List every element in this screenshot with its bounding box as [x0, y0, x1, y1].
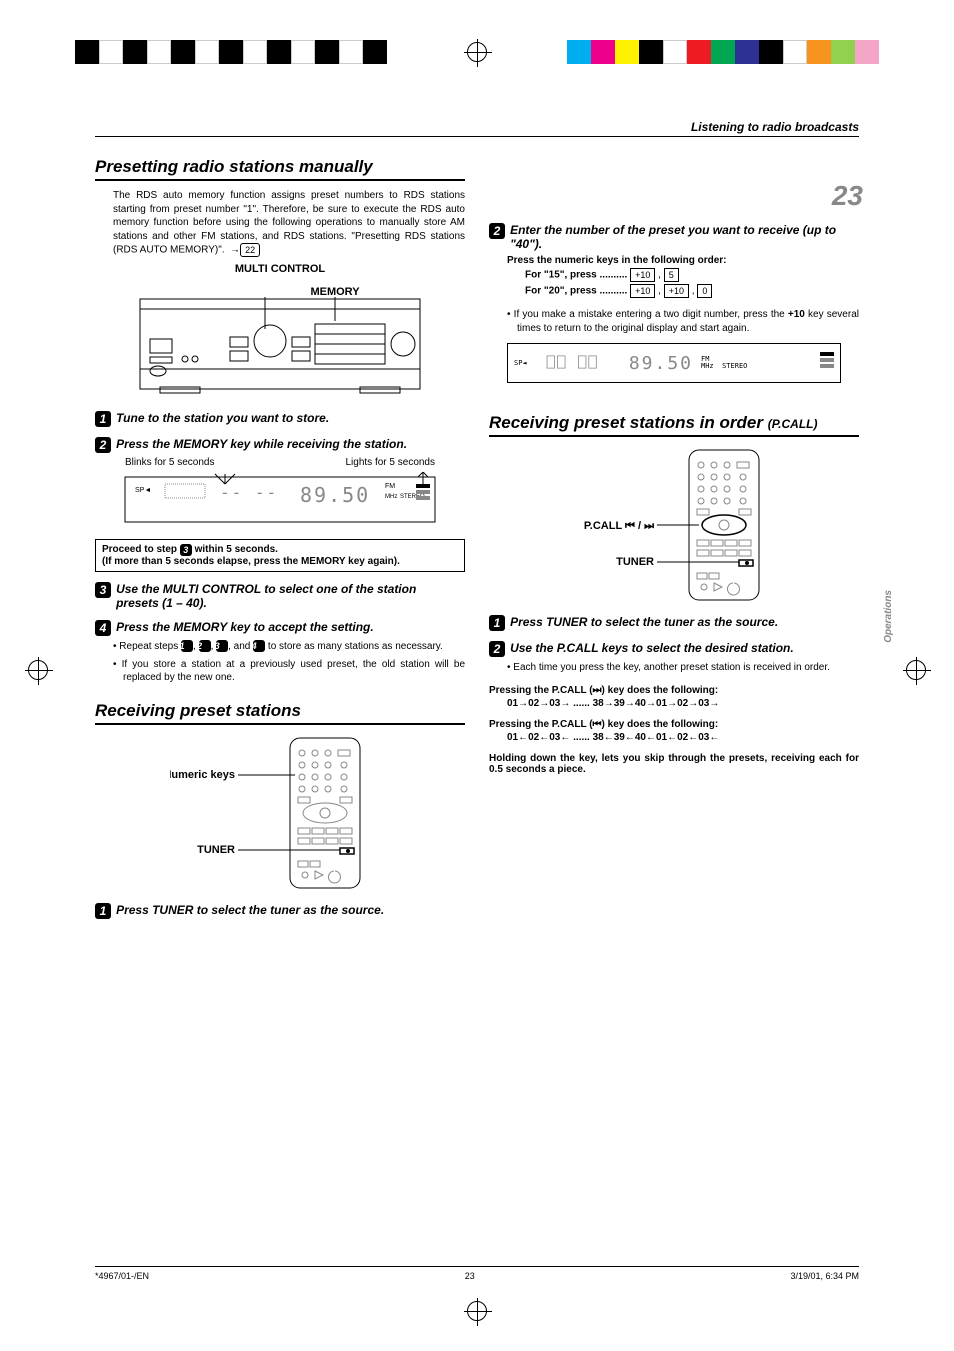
- right-column: 2 Enter the number of the preset you wan…: [489, 157, 859, 923]
- receiver-illustration: MEMORY: [130, 279, 430, 399]
- pcall-subtitle: (P.CALL): [768, 417, 818, 431]
- crop-blocks-right: [567, 40, 879, 64]
- note-line1: Proceed to step 3 within 5 seconds.: [102, 544, 458, 556]
- step-3-badge: 3: [95, 582, 111, 598]
- bullet-replace: If you store a station at a previously u…: [95, 658, 465, 685]
- svg-text:TUNER: TUNER: [197, 844, 235, 856]
- caption-lights: Lights for 5 seconds: [346, 457, 436, 468]
- key-5: 5: [664, 268, 679, 282]
- caption-blinks: Blinks for 5 seconds: [125, 457, 215, 468]
- pcall-step-2-text: Use the P.CALL keys to select the desire…: [510, 641, 850, 655]
- svg-text:MHz: MHz: [385, 494, 397, 500]
- display-units: MHz: [701, 362, 714, 370]
- pcall-step-2-badge: 2: [489, 641, 505, 657]
- page-content: Listening to radio broadcasts 23 Operati…: [95, 120, 859, 923]
- intro-text: The RDS auto memory function assigns pre…: [113, 190, 465, 256]
- section-presetting-title: Presetting radio stations manually: [95, 157, 465, 181]
- svg-text:89.50: 89.50: [300, 483, 370, 507]
- press-numeric-label: Press the numeric keys in the following …: [489, 255, 859, 266]
- step-4-text: Press the MEMORY key to accept the setti…: [116, 620, 456, 634]
- section-receiving-title: Receiving preset stations: [95, 701, 465, 725]
- svg-text:MEMORY: MEMORY: [310, 286, 360, 298]
- intro-paragraph: The RDS auto memory function assigns pre…: [95, 189, 465, 257]
- rcv-step-2-text: Enter the number of the preset you want …: [510, 223, 850, 251]
- step-2-badge: 2: [95, 437, 111, 453]
- svg-text:P.CALL ⏮ / ⏭: P.CALL ⏮ / ⏭: [584, 520, 654, 532]
- pcall-title-text: Receiving preset stations in order: [489, 413, 763, 432]
- svg-text:SP◄: SP◄: [135, 487, 151, 494]
- key-0: 0: [697, 284, 712, 298]
- display-freq: 89.50: [629, 353, 693, 374]
- hold-text: Holding down the key, lets you skip thro…: [489, 753, 859, 775]
- crop-marks: [0, 40, 954, 64]
- page-footer: *4967/01-/EN 23 3/19/01, 6:34 PM: [95, 1266, 859, 1281]
- left-column: Presetting radio stations manually The R…: [95, 157, 465, 923]
- page-header: Listening to radio broadcasts: [95, 120, 859, 137]
- crop-blocks-left: [75, 40, 387, 64]
- fwd-title: Pressing the P.CALL (⏭) key does the fol…: [489, 685, 859, 696]
- display-illustration-1: SP◄ -- -- 89.50 FM MHz STEREO: [120, 472, 440, 527]
- svg-text:Numeric keys: Numeric keys: [170, 769, 235, 781]
- for-15-text: For "15", press ..........: [525, 270, 627, 281]
- display-stereo: STEREO: [722, 362, 747, 370]
- section-pcall-title: Receiving preset stations in order (P.CA…: [489, 413, 859, 437]
- for-20-text: For "20", press ..........: [525, 286, 627, 297]
- svg-text:TUNER: TUNER: [616, 556, 654, 568]
- step-3-text: Use the MULTI CONTROL to select one of t…: [116, 582, 456, 610]
- bullet-repeat: Repeat steps 1, 2, 3, and 4 to store as …: [95, 640, 465, 654]
- key-plus10: +10: [630, 268, 655, 282]
- multi-control-label: MULTI CONTROL: [95, 263, 465, 275]
- timing-note-box: Proceed to step 3 within 5 seconds. (If …: [95, 539, 465, 572]
- svg-text:-- --: -- --: [220, 483, 278, 502]
- rcv-step-2-badge: 2: [489, 223, 505, 239]
- rcv-step-1-badge: 1: [95, 903, 111, 919]
- footer-center: 23: [465, 1271, 475, 1281]
- registration-mark-top: [467, 42, 487, 62]
- fwd-seq: 01→02→03→ ...... 38→39→40→01→02→03→: [489, 698, 859, 709]
- remote-illustration-1: Numeric keys TUNER: [170, 733, 390, 893]
- page-ref-icon: 22: [240, 243, 260, 257]
- pcall-step-1-badge: 1: [489, 615, 505, 631]
- for-15-line: For "15", press .......... +10 , 5: [489, 268, 859, 282]
- footer-right: 3/19/01, 6:34 PM: [790, 1271, 859, 1281]
- bullet-mistake: If you make a mistake entering a two dig…: [489, 308, 859, 335]
- page-number: 23: [832, 180, 863, 212]
- note-line2: (If more than 5 seconds elapse, press th…: [102, 556, 458, 567]
- footer-left: *4967/01-/EN: [95, 1271, 149, 1281]
- side-tab: Operations: [883, 590, 894, 643]
- rev-seq: 01←02←03← ...... 38←39←40←01←02←03←: [489, 732, 859, 743]
- svg-text:FM: FM: [385, 483, 395, 490]
- display-illustration-2: SP◄ ⎕⎕ ⎕⎕ 89.50 FM MHz STEREO: [507, 343, 841, 383]
- step-4-badge: 4: [95, 620, 111, 636]
- rev-title: Pressing the P.CALL (⏮) key does the fol…: [489, 719, 859, 730]
- key-plus10-a: +10: [630, 284, 655, 298]
- registration-mark-right: [906, 660, 926, 680]
- registration-mark-left: [28, 660, 48, 680]
- rcv-step-1-text: Press TUNER to select the tuner as the s…: [116, 903, 456, 917]
- pcall-step-1-text: Press TUNER to select the tuner as the s…: [510, 615, 850, 629]
- step-2-text: Press the MEMORY key while receiving the…: [116, 437, 456, 451]
- step-1-text: Tune to the station you want to store.: [116, 411, 456, 425]
- step-1-badge: 1: [95, 411, 111, 427]
- display-captions: Blinks for 5 seconds Lights for 5 second…: [95, 457, 465, 468]
- remote-illustration-2: P.CALL ⏮ / ⏭ TUNER: [559, 445, 789, 605]
- bullet-each-press: Each time you press the key, another pre…: [489, 661, 859, 675]
- for-20-line: For "20", press .......... +10 , +10 , 0: [489, 284, 859, 298]
- key-plus10-b: +10: [664, 284, 689, 298]
- registration-mark-bottom: [467, 1301, 487, 1321]
